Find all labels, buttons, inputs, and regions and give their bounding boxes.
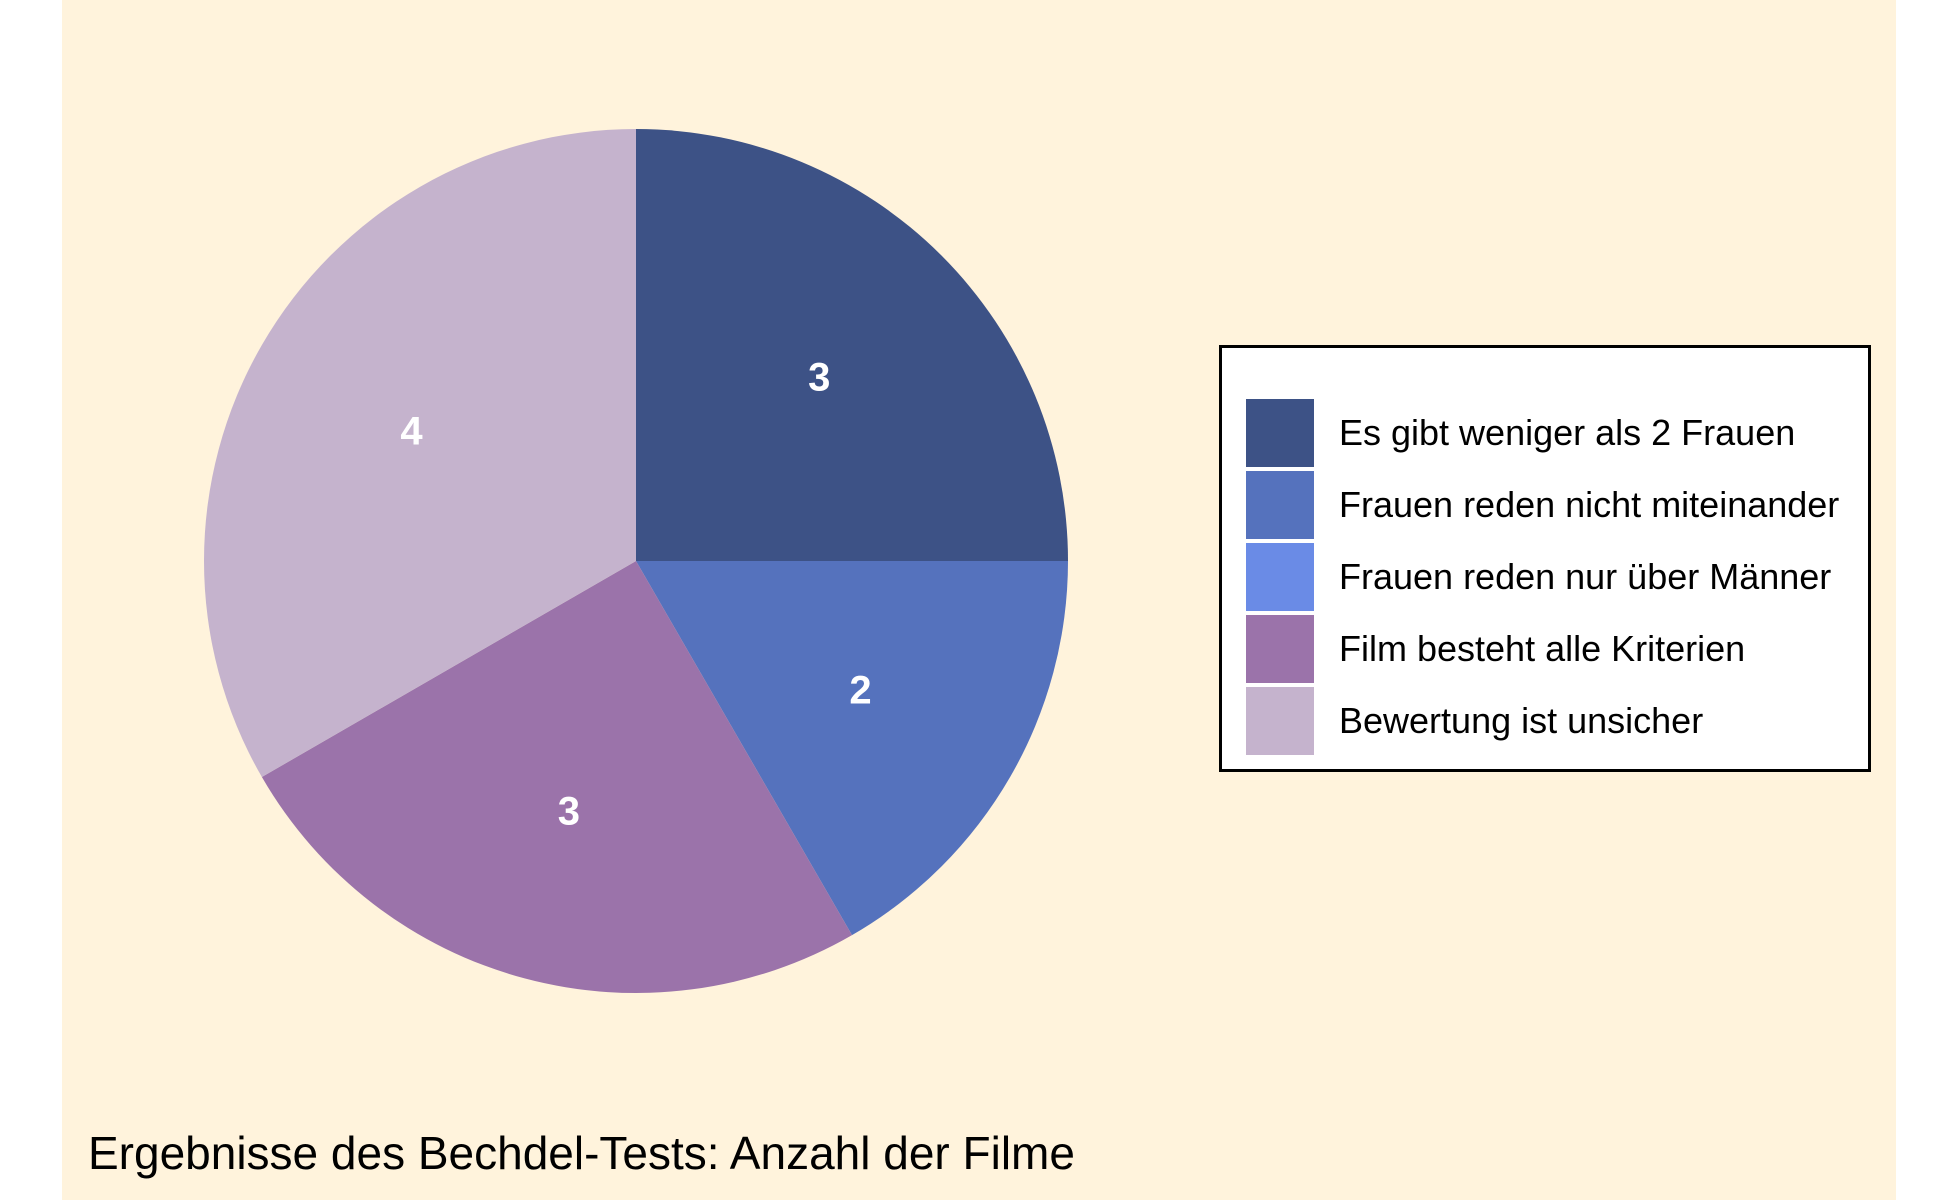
pie-slice bbox=[261, 561, 852, 993]
pie-slice bbox=[636, 561, 1068, 936]
slice-value-label: 3 bbox=[558, 789, 580, 833]
legend-item: Frauen reden nicht miteinander bbox=[1246, 471, 1856, 541]
legend-label: Film besteht alle Kriterien bbox=[1339, 628, 1746, 669]
legend-swatch bbox=[1246, 471, 1314, 539]
legend-label: Frauen reden nur über Männer bbox=[1339, 556, 1832, 597]
legend-label: Bewertung ist unsicher bbox=[1339, 700, 1704, 741]
legend-item: Frauen reden nur über Männer bbox=[1246, 543, 1856, 613]
slice-value-label: 2 bbox=[849, 669, 871, 713]
pie-slice bbox=[636, 129, 1068, 561]
legend-item: Bewertung ist unsicher bbox=[1246, 687, 1856, 757]
legend-item: Es gibt weniger als 2 Frauen bbox=[1246, 399, 1856, 469]
pie-slice bbox=[204, 129, 636, 777]
legend-label: Frauen reden nicht miteinander bbox=[1339, 484, 1840, 525]
legend-item: Film besteht alle Kriterien bbox=[1246, 615, 1856, 685]
pie-slice-labels: 3 2 3 4 bbox=[400, 356, 871, 834]
legend-swatch bbox=[1246, 687, 1314, 755]
slice-value-label: 4 bbox=[400, 409, 423, 453]
chart-caption: Ergebnisse des Bechdel-Tests: Anzahl der… bbox=[88, 1127, 1075, 1179]
legend-swatch bbox=[1246, 543, 1314, 611]
pie-chart: 3 2 3 4 bbox=[204, 129, 1068, 993]
legend-label: Es gibt weniger als 2 Frauen bbox=[1339, 412, 1796, 453]
legend: Es gibt weniger als 2 Frauen Frauen rede… bbox=[1219, 345, 1871, 772]
pie-slices bbox=[204, 129, 1068, 993]
slice-value-label: 3 bbox=[808, 356, 830, 400]
legend-swatch bbox=[1246, 399, 1314, 467]
legend-swatch bbox=[1246, 615, 1314, 683]
